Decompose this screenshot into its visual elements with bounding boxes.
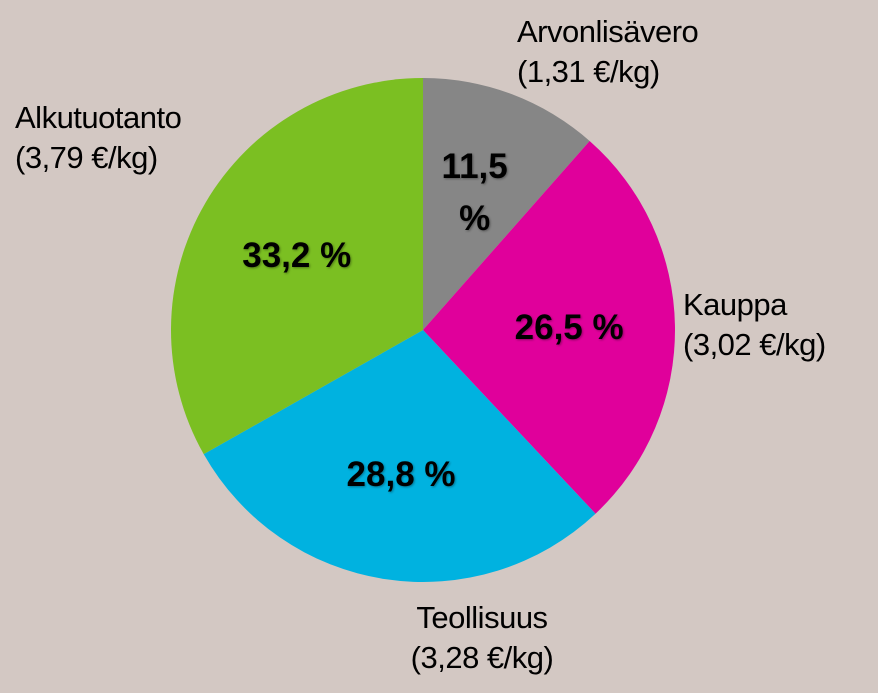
category-label: Arvonlisävero (1,31 €/kg): [517, 12, 699, 92]
category-name: Kauppa: [683, 287, 787, 322]
pie-slice: [423, 78, 590, 330]
data-label: 11,5 %: [441, 147, 508, 239]
data-label: 28,8 %: [346, 454, 456, 494]
pie-slice: [423, 140, 675, 514]
category-sublabel: (3,79 €/kg): [15, 140, 158, 175]
category-sublabel: (3,02 €/kg): [683, 327, 826, 362]
category-sublabel: (3,28 €/kg): [410, 640, 554, 675]
category-name: Arvonlisävero: [517, 14, 699, 49]
pie-slice: [170, 78, 423, 455]
category-label: Alkutuotanto (3,79 €/kg): [15, 98, 182, 178]
category-name: Alkutuotanto: [15, 100, 182, 135]
category-sublabel: (1,31 €/kg): [517, 54, 660, 89]
category-name: Teollisuus: [416, 600, 548, 635]
pie-slice: [203, 330, 596, 582]
data-label: 26,5 %: [514, 307, 624, 347]
data-label: 33,2 %: [242, 236, 352, 276]
category-label: Teollisuus (3,28 €/kg): [411, 598, 554, 678]
category-label: Kauppa (3,02 €/kg): [683, 285, 826, 365]
